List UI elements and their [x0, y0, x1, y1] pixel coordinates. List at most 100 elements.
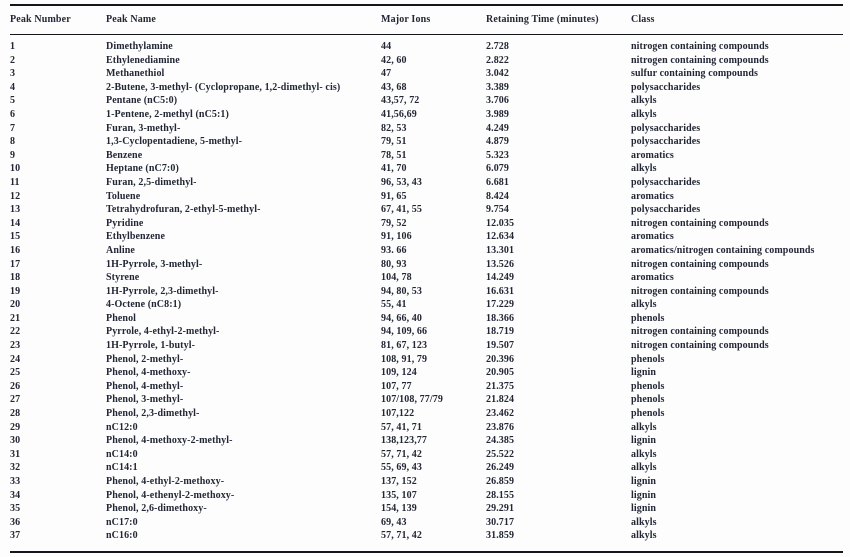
cell-class: polysaccharides — [631, 81, 701, 93]
peak-table-container: Peak Number Peak Name Major Ions Retaini… — [10, 4, 843, 553]
table-row: 26 Phenol, 4-methyl- 107, 77 21.375 phenols — [10, 380, 843, 394]
table-row: 28 Phenol, 2,3-dimethyl- 107,122 23.462 phen… — [10, 407, 843, 421]
cell-retaining-time: 13.301 — [486, 244, 515, 256]
cell-major-ions: 55, 41 — [381, 299, 407, 311]
cell-retaining-time: 3.042 — [486, 68, 509, 80]
cell-retaining-time: 17.229 — [486, 299, 515, 311]
cell-peak-number: 28 — [10, 408, 21, 420]
cell-major-ions: 135, 107 — [381, 489, 417, 501]
table-row: 13 Tetrahydrofuran, 2-ethyl-5-methyl- 67, … — [10, 203, 843, 217]
cell-major-ions: 109, 124 — [381, 367, 417, 379]
cell-major-ions: 94, 109, 66 — [381, 326, 428, 338]
cell-peak-name: Ethylbenzene — [106, 231, 165, 243]
cell-retaining-time: 9.754 — [486, 204, 509, 216]
cell-peak-number: 27 — [10, 394, 21, 406]
cell-peak-number: 18 — [10, 272, 21, 284]
cell-retaining-time: 14.249 — [486, 272, 515, 284]
table-header-row: Peak Number Peak Name Major Ions Retaini… — [10, 5, 843, 35]
cell-retaining-time: 3.989 — [486, 108, 509, 120]
table-row: 2 Ethylenediamine 42, 60 2.822 nitrogen cont… — [10, 54, 843, 68]
cell-major-ions: 43,57, 72 — [381, 95, 420, 107]
cell-major-ions: 67, 41, 55 — [381, 204, 422, 216]
table-row: 18 Styrene 104, 78 14.249 aromatics — [10, 271, 843, 285]
cell-peak-number: 2 — [10, 54, 16, 66]
cell-peak-number: 23 — [10, 340, 21, 352]
table-row: 6 1-Pentene, 2-methyl (nC5:1) 41,56,69 3.98… — [10, 108, 843, 122]
cell-peak-number: 6 — [10, 108, 16, 120]
cell-retaining-time: 8.424 — [486, 190, 509, 202]
cell-peak-number: 25 — [10, 367, 21, 379]
cell-peak-name: Methanethiol — [106, 68, 165, 80]
cell-class: lignin — [631, 367, 657, 379]
cell-major-ions: 104, 78 — [381, 272, 412, 284]
cell-major-ions: 69, 43 — [381, 516, 407, 528]
cell-retaining-time: 29.291 — [486, 503, 515, 515]
cell-peak-number: 11 — [10, 176, 20, 188]
cell-peak-name: 1H-Pyrrole, 3-methyl- — [106, 258, 203, 270]
cell-peak-number: 12 — [10, 190, 21, 202]
cell-peak-number: 15 — [10, 231, 21, 243]
cell-major-ions: 42, 60 — [381, 54, 407, 66]
cell-peak-number: 37 — [10, 530, 21, 542]
cell-retaining-time: 26.859 — [486, 476, 515, 487]
cell-peak-name: Benzene — [106, 149, 143, 161]
cell-major-ions: 94, 80, 53 — [381, 285, 422, 297]
table-row: 15 Ethylbenzene 91, 106 12.634 aromatics — [10, 230, 843, 244]
cell-peak-name: Phenol — [106, 312, 137, 324]
cell-retaining-time: 5.323 — [486, 149, 509, 161]
cell-class: nitrogen containing compounds — [631, 258, 769, 270]
cell-peak-name: nC12:0 — [106, 421, 138, 433]
cell-peak-number: 9 — [10, 149, 16, 161]
cell-major-ions: 108, 91, 79 — [381, 353, 428, 365]
table-row: 5 Pentane (nC5:0) 43,57, 72 3.706 alkyls — [10, 94, 843, 108]
cell-peak-name: Heptane (nC7:0) — [106, 163, 179, 175]
cell-peak-name: 1H-Pyrrole, 2,3-dimethyl- — [106, 285, 219, 297]
cell-retaining-time: 20.905 — [486, 367, 515, 379]
column-header-peak-name: Peak Name — [106, 14, 156, 25]
cell-peak-number: 7 — [10, 122, 16, 134]
cell-major-ions: 57, 41, 71 — [381, 421, 422, 433]
table-row: 1 Dimethylamine 44 2.728 nitrogen containing… — [10, 35, 843, 54]
cell-peak-name: Styrene — [106, 272, 140, 284]
cell-peak-number: 5 — [10, 95, 16, 107]
cell-retaining-time: 6.681 — [486, 176, 509, 188]
cell-retaining-time: 21.824 — [486, 394, 515, 406]
cell-peak-number: 8 — [10, 136, 16, 148]
cell-major-ions: 79, 52 — [381, 217, 407, 229]
cell-major-ions: 44 — [381, 41, 392, 52]
cell-class: alkyls — [631, 462, 657, 474]
cell-peak-name: Phenol, 4-ethenyl-2-methoxy- — [106, 489, 235, 501]
cell-peak-name: Phenol, 2,3-dimethyl- — [106, 408, 200, 420]
column-header-peak-number: Peak Number — [10, 14, 71, 25]
cell-class: nitrogen containing compounds — [631, 217, 769, 229]
cell-class: alkyls — [631, 95, 657, 107]
cell-major-ions: 96, 53, 43 — [381, 176, 422, 188]
cell-peak-name: Furan, 2,5-dimethyl- — [106, 176, 197, 188]
cell-major-ions: 93. 66 — [381, 244, 407, 256]
cell-class: aromatics — [631, 190, 674, 202]
cell-class: alkyls — [631, 421, 657, 433]
cell-peak-number: 17 — [10, 258, 21, 270]
table-row: 12 Toluene 91, 65 8.424 aromatics — [10, 190, 843, 204]
cell-peak-number: 4 — [10, 81, 16, 93]
cell-peak-name: Phenol, 4-methyl- — [106, 380, 184, 392]
table-row: 25 Phenol, 4-methoxy- 109, 124 20.905 lignin — [10, 366, 843, 380]
cell-class: alkyls — [631, 163, 657, 175]
cell-peak-number: 16 — [10, 244, 21, 256]
cell-peak-name: 4-Octene (nC8:1) — [106, 299, 182, 311]
cell-retaining-time: 25.522 — [486, 448, 515, 460]
cell-class: phenols — [631, 312, 665, 324]
table-row: 33 Phenol, 4-ethyl-2-methoxy- 137, 152 26.8… — [10, 475, 843, 489]
cell-peak-number: 34 — [10, 489, 21, 501]
cell-major-ions: 78, 51 — [381, 149, 407, 161]
cell-major-ions: 81, 67, 123 — [381, 340, 428, 352]
cell-peak-number: 1 — [10, 41, 16, 52]
cell-class: phenols — [631, 353, 665, 365]
table-row: 3 Methanethiol 47 3.042 sulfur containing co… — [10, 67, 843, 81]
cell-peak-number: 10 — [10, 163, 21, 175]
cell-peak-number: 26 — [10, 380, 21, 392]
column-header-class: Class — [631, 14, 655, 25]
peaks-table: Peak Number Peak Name Major Ions Retaini… — [10, 4, 843, 553]
cell-major-ions: 57, 71, 42 — [381, 448, 422, 460]
cell-retaining-time: 31.859 — [486, 530, 515, 542]
